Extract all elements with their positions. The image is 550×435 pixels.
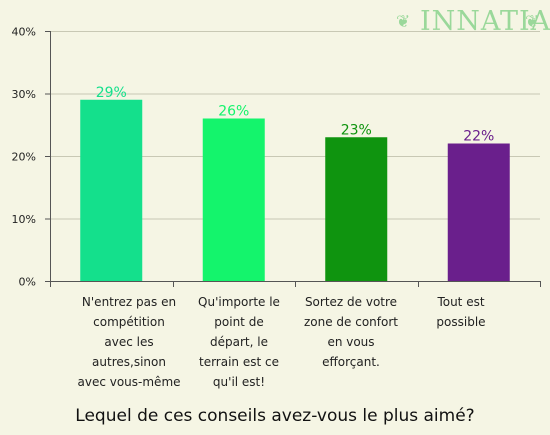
y-tick-label: 0% (19, 276, 36, 289)
y-tick-label: 40% (12, 26, 36, 39)
logo-text: INNATIA (420, 6, 550, 37)
data-label-3: 23% (341, 122, 372, 138)
data-label-2: 26% (218, 104, 249, 120)
data-label-1: 29% (96, 85, 127, 101)
y-tick-label: 30% (12, 88, 36, 101)
bar-3 (325, 137, 388, 281)
innatia-logo: ❦ INNATIA ❦ (396, 4, 550, 40)
bar-4 (447, 143, 510, 281)
poll-question: Lequel de ces conseils avez-vous le plus… (75, 406, 475, 426)
category-label-4: Tout est possible (436, 295, 486, 329)
y-tick-label: 10% (12, 213, 36, 226)
bar-chart: 0% 10% 20% 30% 40% 29% 26% 23% 22% (12, 26, 541, 289)
category-label-2: Qu'importe le point de départ, le terrai… (198, 295, 280, 389)
y-tick-label: 20% (12, 151, 36, 164)
category-label-1: N'entrez pas en compétition avec les aut… (77, 295, 181, 389)
bar-2 (202, 118, 265, 281)
category-label-3: Sortez de votre zone de confort en vous … (303, 295, 398, 369)
bar-1 (80, 99, 143, 281)
leaf-ornament-icon: ❦ (396, 12, 411, 32)
leaf-ornament-icon: ❦ (525, 12, 540, 32)
data-label-4: 22% (463, 129, 494, 145)
